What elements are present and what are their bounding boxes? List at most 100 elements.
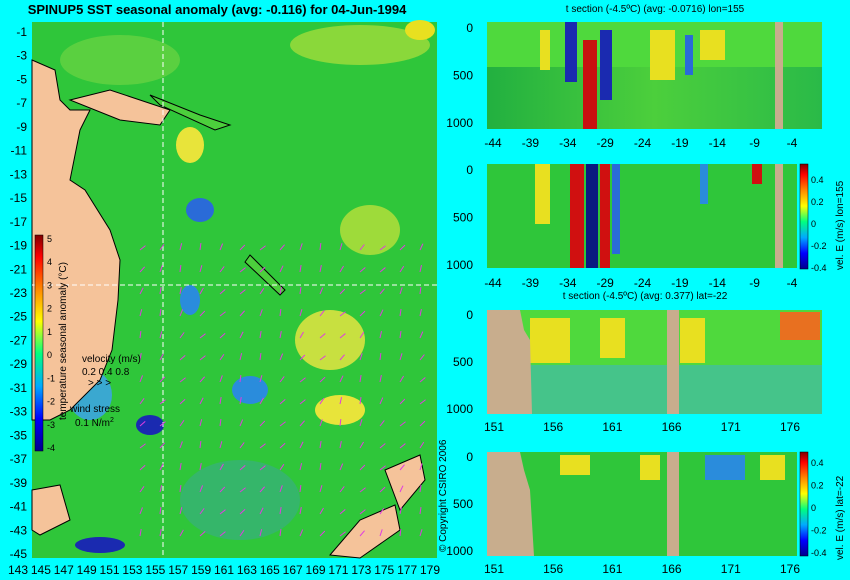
section4-colorbar <box>799 451 809 557</box>
section2-x-ticks: -44 -39 -34 -29 -24 -19 -14 -9 -4 <box>484 276 797 290</box>
wind-arrow <box>339 243 343 251</box>
wind-arrow <box>199 242 202 251</box>
map-y-tick: -33 <box>10 405 28 419</box>
section-y-tick: 1000 <box>446 402 473 416</box>
wind-arrow <box>319 265 322 273</box>
map-x-tick: 151 <box>100 563 120 577</box>
map-colorbar-tick: 0 <box>47 350 52 360</box>
map-title: SPINUP5 SST seasonal anomaly (avg: -0.11… <box>28 2 407 17</box>
section3-warm-core <box>780 312 820 340</box>
wind-arrow <box>239 529 245 537</box>
section2-y-ticks: 0 500 1000 <box>446 163 473 272</box>
section2-cold-core <box>586 164 598 268</box>
map-colorbar-tick: -1 <box>47 373 55 383</box>
section4-warm <box>640 455 660 480</box>
section1-warm-core <box>650 30 675 80</box>
section-y-tick: 500 <box>453 355 473 369</box>
map-y-tick: -17 <box>10 215 28 229</box>
section2-colorbar <box>799 163 809 270</box>
wind-arrow <box>379 465 386 471</box>
map-y-tick: -11 <box>11 144 28 158</box>
wind-arrow <box>139 443 146 449</box>
map-x-tick: 149 <box>77 563 97 577</box>
wind-arrow <box>399 309 402 317</box>
section-x-tick: 161 <box>602 562 622 576</box>
section-y-tick: 1000 <box>446 116 473 130</box>
section-x-tick: -24 <box>634 276 652 290</box>
section4-colorbar-label: vel. E (m/s) lat=-22 <box>835 475 846 560</box>
map-y-tick: -25 <box>10 310 28 324</box>
wind-arrow <box>139 353 142 361</box>
wind-arrow <box>299 309 303 317</box>
wind-arrow <box>399 375 405 383</box>
section-x-tick: -29 <box>596 136 614 150</box>
section-colorbar-tick: 0.4 <box>811 175 824 185</box>
wind-arrow <box>419 529 423 537</box>
map-x-tick: 171 <box>328 563 348 577</box>
wind-arrow <box>239 397 242 405</box>
map-x-tick: 155 <box>145 563 165 577</box>
map-y-tick: -3 <box>16 49 27 63</box>
wind-arrow <box>299 484 302 493</box>
wind-arrow <box>339 265 344 273</box>
wind-arrow <box>179 484 182 493</box>
section-colorbar-tick: 0.2 <box>811 197 824 207</box>
wind-arrow <box>199 530 206 537</box>
wind-arrow <box>199 419 203 427</box>
map-colorbar-tick: -3 <box>47 420 55 430</box>
section2-plot <box>487 164 797 268</box>
wind-arrow <box>279 463 285 471</box>
wind-arrow <box>199 376 206 383</box>
wind-arrow <box>379 288 385 295</box>
map-colorbar-tick: 1 <box>47 327 52 337</box>
wind-arrow <box>219 463 224 471</box>
section-x-tick: 166 <box>662 562 682 576</box>
wind-arrow <box>139 245 146 251</box>
map-x-tick: 145 <box>31 563 51 577</box>
wind-arrow <box>319 507 324 515</box>
section-x-tick: -9 <box>749 136 760 150</box>
velocity-arrows: > > > <box>88 378 111 389</box>
map-y-tick: -41 <box>10 500 28 514</box>
wind-arrow <box>339 486 345 493</box>
wind-arrow <box>279 399 286 405</box>
wind-arrow <box>359 419 363 427</box>
wind-arrow <box>239 508 246 515</box>
wind-arrow <box>199 397 204 405</box>
map-colorbar-tick: 3 <box>47 280 52 290</box>
wind-arrow <box>239 442 245 449</box>
map-colorbar-tick: -2 <box>47 397 55 407</box>
wind-arrow <box>359 530 365 537</box>
wind-arrow <box>379 352 382 361</box>
map-y-tick: -45 <box>10 547 28 561</box>
wind-arrow <box>159 331 163 339</box>
section-colorbar-tick: -0.4 <box>811 263 827 273</box>
wind-arrow <box>319 530 326 537</box>
map-y-tick: -27 <box>10 333 28 347</box>
wind-arrow <box>139 287 144 295</box>
map-plot <box>31 20 437 559</box>
wind-arrow <box>299 441 304 449</box>
map-x-tick: 143 <box>8 563 28 577</box>
section2-field <box>487 164 797 268</box>
map-y-tick: -21 <box>10 262 28 276</box>
wind-arrow <box>279 442 286 449</box>
wind-arrow <box>299 331 304 339</box>
wind-arrow <box>179 264 182 273</box>
section-x-tick: -44 <box>484 136 502 150</box>
wind-arrow <box>339 441 342 449</box>
section4-land <box>667 452 679 556</box>
wind-arrow <box>239 267 246 273</box>
map-y-tick: -5 <box>16 72 27 86</box>
wind-arrow <box>399 528 402 537</box>
map-y-tick: -7 <box>16 96 27 110</box>
wind-arrow <box>339 311 346 317</box>
section1-cold-core <box>565 22 577 82</box>
map-x-tick: 173 <box>351 563 371 577</box>
wind-arrow <box>199 333 206 339</box>
wind-arrow <box>319 355 326 361</box>
wind-arrow <box>179 243 183 251</box>
map-y-tick: -37 <box>10 452 28 466</box>
section-x-tick: 156 <box>543 562 563 576</box>
